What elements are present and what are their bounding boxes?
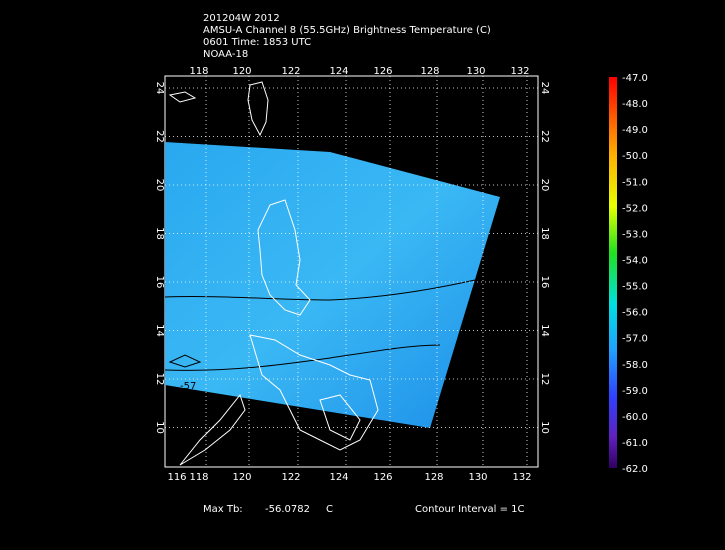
lat-label-right: 10 [539, 421, 550, 434]
lon-label-bottom: 124 [329, 472, 348, 483]
lon-label-bottom: 118 [189, 472, 208, 483]
lon-label-top: 126 [373, 66, 392, 77]
lat-label-right: 20 [539, 179, 550, 192]
lat-label-left: 10 [154, 421, 165, 434]
lon-label-top: 120 [232, 66, 251, 77]
colorbar-label: -53.0 [622, 229, 648, 240]
coastlines [168, 81, 379, 466]
lon-label-top: 118 [189, 66, 208, 77]
lat-label-left: 14 [154, 324, 165, 337]
colorbar-label: -52.0 [622, 203, 648, 214]
colorbar [609, 77, 617, 468]
colorbar-label: -60.0 [622, 412, 648, 423]
footer-max-label: Max Tb: [203, 504, 243, 515]
lat-label-right: 18 [539, 227, 550, 240]
lon-label-top: 124 [329, 66, 348, 77]
footer-max-value: -56.0782 [265, 504, 310, 515]
lat-label-left: 16 [154, 276, 165, 289]
colorbar-label: -56.0 [622, 308, 648, 319]
lon-label-top: 130 [466, 66, 485, 77]
header-line: 0601 Time: 1853 UTC [203, 37, 311, 48]
header-line: 201204W 2012 [203, 13, 280, 24]
lat-label-left: 18 [154, 227, 165, 240]
colorbar-label: -58.0 [622, 360, 648, 371]
lat-label-left: 20 [154, 179, 165, 192]
lat-label-right: 24 [539, 82, 550, 95]
colorbar-label: -51.0 [622, 177, 648, 188]
lon-label-top: 128 [420, 66, 439, 77]
lon-label-bottom: 120 [232, 472, 251, 483]
lon-label-top: 132 [510, 66, 529, 77]
footer-unit: C [326, 504, 333, 515]
colorbar-label: -61.0 [622, 438, 648, 449]
lat-label-right: 16 [539, 276, 550, 289]
lat-label-right: 12 [539, 373, 550, 386]
colorbar-label: -47.0 [622, 73, 648, 84]
lat-label-left: 24 [154, 82, 165, 95]
header-line: NOAA-18 [203, 49, 248, 60]
header-line: AMSU-A Channel 8 (55.5GHz) Brightness Te… [203, 25, 491, 36]
lon-label-bottom: 132 [512, 472, 531, 483]
contours [164, 279, 476, 371]
colorbar-label: -55.0 [622, 282, 648, 293]
lat-label-left: 22 [154, 130, 165, 143]
colorbar-label: -50.0 [622, 151, 648, 162]
colorbar-label: -59.0 [622, 386, 648, 397]
colorbar-label: -49.0 [622, 125, 648, 136]
contour-label: -57 [180, 381, 196, 392]
lon-label-bottom: 128 [424, 472, 443, 483]
lat-label-right: 14 [539, 324, 550, 337]
lon-label-bottom: 122 [281, 472, 300, 483]
lon-label-top: 122 [281, 66, 300, 77]
lon-label-bottom: 130 [468, 472, 487, 483]
colorbar-label: -48.0 [622, 99, 648, 110]
lat-label-left: 12 [154, 373, 165, 386]
footer-contour-interval: Contour Interval = 1C [415, 504, 525, 515]
colorbar-label: -54.0 [622, 255, 648, 266]
lat-label-right: 22 [539, 130, 550, 143]
lon-label-bottom: 116 [167, 472, 186, 483]
lon-label-bottom: 126 [373, 472, 392, 483]
colorbar-label: -57.0 [622, 334, 648, 345]
colorbar-label: -62.0 [622, 464, 648, 475]
